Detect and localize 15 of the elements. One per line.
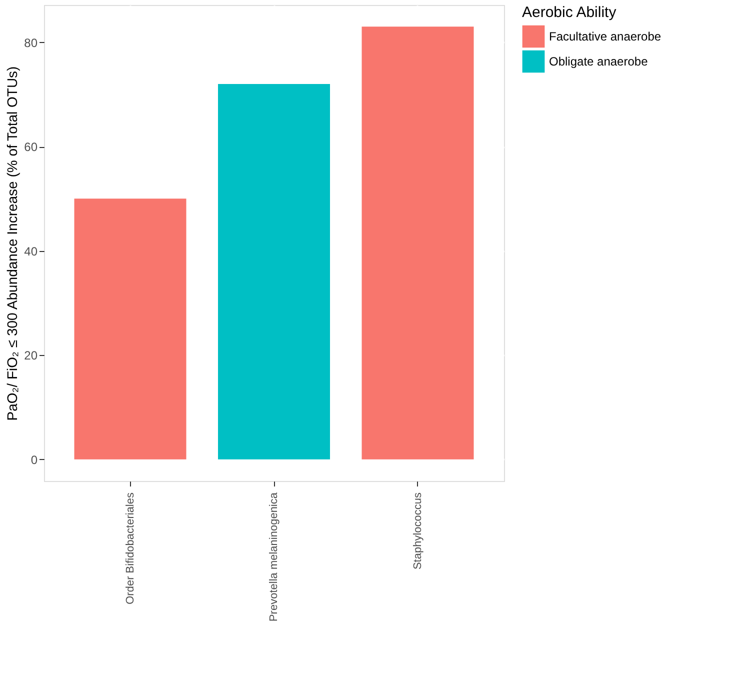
x-tick-label: Staphylococcus <box>412 492 424 570</box>
bar <box>74 198 186 460</box>
x-tick-label: Order Bifidobacteriales <box>124 492 136 604</box>
y-tick-label: 40 <box>24 244 38 258</box>
legend-label: Facultative anaerobe <box>549 30 662 44</box>
legend-title: Aerobic Ability <box>522 4 617 21</box>
y-tick-label: 0 <box>30 452 38 467</box>
bar <box>362 26 474 460</box>
y-tick-label: 80 <box>24 36 38 50</box>
y-tick-label: 20 <box>24 348 38 363</box>
y-axis-title: PaO₂/ FiO₂ ≤ 300 Abundance Increase (% of Total OTUs) <box>4 66 20 421</box>
bar <box>218 84 330 460</box>
y-tick-label: 60 <box>24 140 38 154</box>
x-tick-label: Prevotella melaninogenica <box>268 492 280 622</box>
legend-label: Obligate anaerobe <box>549 54 648 68</box>
